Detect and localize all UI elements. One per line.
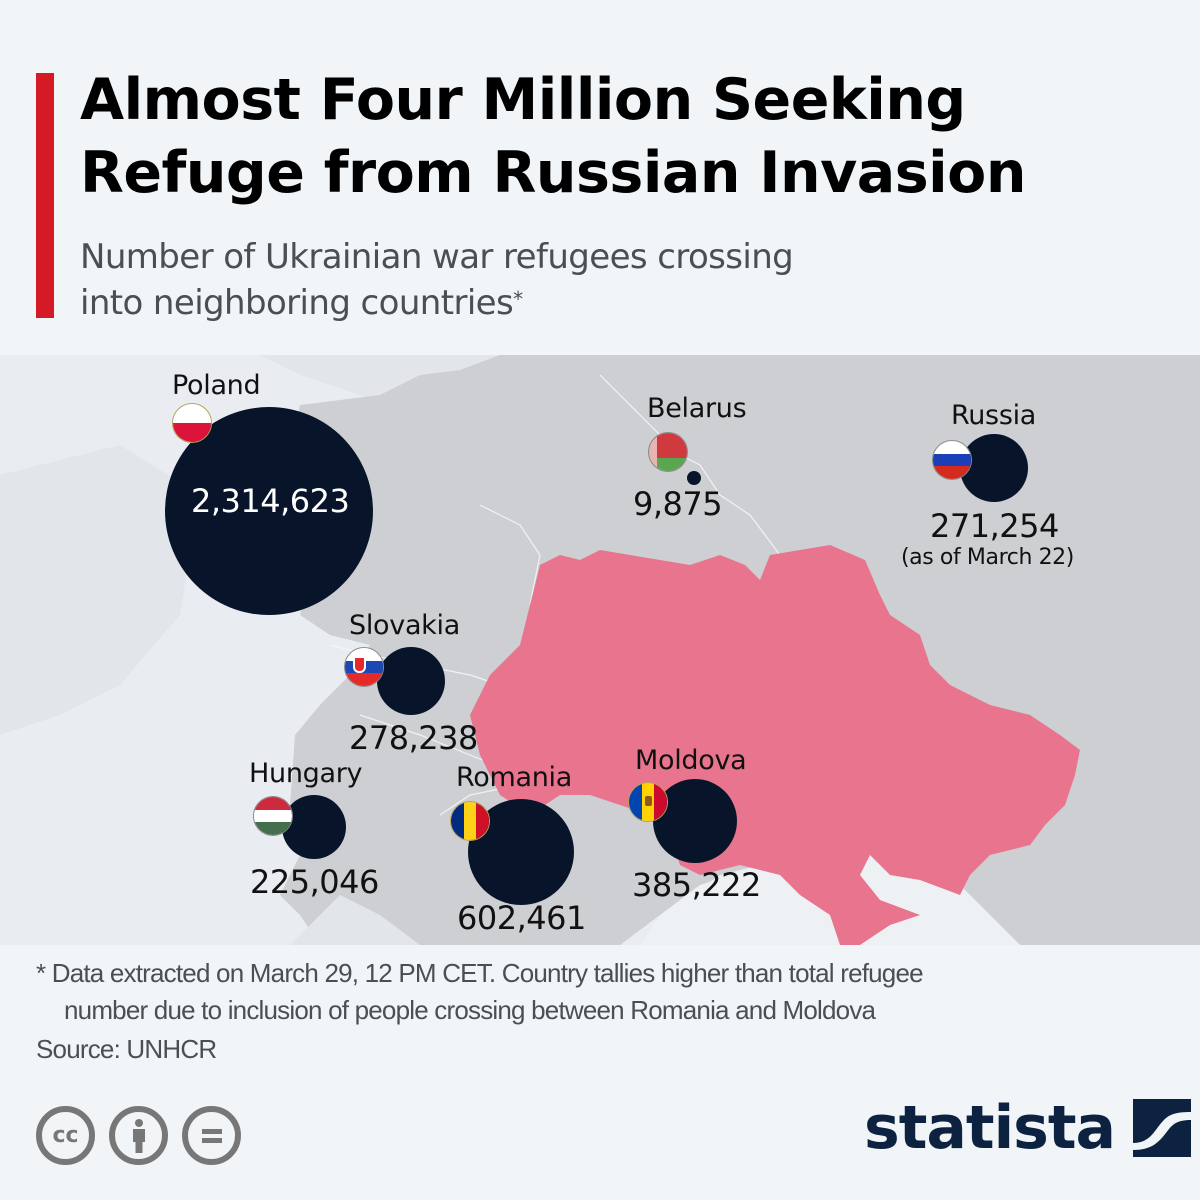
- page-title: Almost Four Million Seeking Refuge from …: [80, 64, 1180, 210]
- license-icons: cc: [36, 1106, 241, 1165]
- map-background: [0, 355, 1200, 945]
- romania-flag-icon: [450, 801, 490, 841]
- footnote: * Data extracted on March 29, 12 PM CET.…: [36, 955, 1176, 1029]
- country-label-poland: Poland: [172, 370, 261, 401]
- bubble-poland: [165, 407, 373, 615]
- bubble-russia: [960, 434, 1028, 502]
- slovakia-flag-icon: [344, 647, 384, 687]
- brand-name: statista: [864, 1093, 1116, 1163]
- footnote-line-1: * Data extracted on March 29, 12 PM CET.…: [36, 958, 924, 988]
- value-slovakia: 278,238: [349, 719, 478, 757]
- value-hungary: 225,046: [250, 863, 379, 901]
- value-poland: 2,314,623: [191, 482, 350, 520]
- bubble-slovakia: [377, 647, 445, 715]
- value-russia: 271,254: [930, 507, 1059, 545]
- bubble-hungary: [282, 795, 346, 859]
- footnote-marker: *: [513, 287, 523, 311]
- country-label-hungary: Hungary: [249, 758, 363, 789]
- moldova-flag-icon: [628, 782, 668, 822]
- value-belarus: 9,875: [633, 485, 723, 523]
- accent-bar: [36, 73, 54, 318]
- country-label-russia: Russia: [951, 400, 1037, 431]
- title-line-1: Almost Four Million Seeking: [80, 67, 966, 133]
- poland-flag-icon: [172, 403, 212, 443]
- country-label-slovakia: Slovakia: [349, 610, 460, 641]
- statista-logo[interactable]: statista: [864, 1093, 1192, 1163]
- russia-flag-icon: [932, 440, 972, 480]
- ukraine-shape: [470, 545, 1080, 945]
- value-romania: 602,461: [457, 899, 586, 937]
- country-label-moldova: Moldova: [635, 745, 747, 776]
- subtitle-line-2: into neighboring countries: [80, 283, 514, 323]
- belarus-flag-icon: [648, 432, 688, 472]
- no-derivatives-icon[interactable]: [182, 1106, 241, 1165]
- footnote-line-2: number due to inclusion of people crossi…: [64, 995, 876, 1025]
- attribution-icon[interactable]: [109, 1106, 168, 1165]
- subtitle-line-1: Number of Ukrainian war refugees crossin…: [80, 237, 794, 277]
- map: Poland 2,314,623 Belarus 9,875 Russia 27…: [0, 355, 1200, 945]
- country-label-belarus: Belarus: [647, 393, 747, 424]
- source-text: Source: UNHCR: [36, 1034, 217, 1064]
- title-line-2: Refuge from Russian Invasion: [80, 140, 1026, 206]
- note-russia: (as of March 22): [901, 545, 1074, 570]
- bubble-belarus: [687, 471, 701, 485]
- statista-mark-icon: [1133, 1099, 1192, 1157]
- bubble-moldova: [653, 779, 737, 863]
- hungary-flag-icon: [253, 796, 293, 836]
- value-moldova: 385,222: [632, 866, 761, 904]
- cc-icon[interactable]: cc: [36, 1106, 95, 1165]
- country-label-romania: Romania: [456, 762, 572, 793]
- subtitle: Number of Ukrainian war refugees crossin…: [80, 234, 980, 326]
